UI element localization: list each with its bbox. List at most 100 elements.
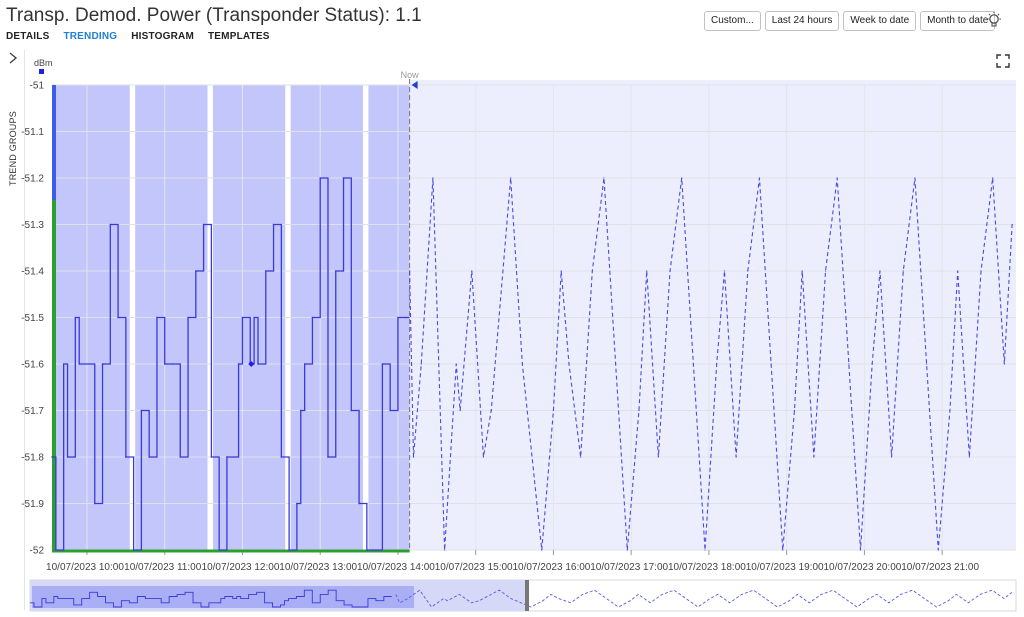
- forecast-point: [409, 270, 411, 272]
- actual-point: [210, 456, 213, 458]
- forecast-point: [871, 363, 873, 365]
- x-tick-label: 10/07/2023 20:00: [823, 562, 901, 573]
- x-tick-label: 10/07/2023 21:00: [901, 562, 979, 573]
- actual-point: [51, 456, 53, 458]
- actual-point: [299, 409, 302, 412]
- tab-templates[interactable]: TEMPLATES: [208, 31, 270, 42]
- week-to-date-button[interactable]: Week to date: [843, 11, 917, 31]
- actual-point: [389, 409, 391, 412]
- forecast-point: [902, 270, 904, 272]
- actual-series-line: [52, 177, 410, 551]
- forecast-series-line: [409, 177, 1013, 551]
- tab-trending[interactable]: TRENDING: [63, 31, 118, 42]
- forecast-point: [723, 270, 726, 272]
- forecast-point: [782, 549, 784, 551]
- forecast-point: [552, 409, 555, 412]
- actual-point: [241, 316, 244, 319]
- time-range-toolbar: Custom... Last 24 hours Week to date Mon…: [704, 11, 996, 31]
- actual-point: [397, 316, 399, 319]
- navigator-forecast-line: [395, 589, 1013, 608]
- forecast-point: [716, 363, 718, 365]
- fullscreen-icon[interactable]: [996, 54, 1010, 68]
- actual-point: [288, 549, 290, 551]
- x-tick-label: 10/07/2023 18:00: [668, 562, 746, 573]
- x-tick-label: 10/07/2023 17:00: [590, 562, 668, 573]
- forecast-point: [957, 270, 959, 272]
- status-bar-green: [52, 200, 56, 550]
- forecast-point: [510, 177, 512, 179]
- actual-point: [171, 363, 174, 365]
- actual-point: [350, 409, 353, 412]
- forecast-point: [626, 549, 628, 551]
- now-marker-arrow: [411, 81, 418, 89]
- forecast-point: [801, 270, 803, 272]
- forecast-point: [770, 363, 772, 365]
- x-tick-label: 10/07/2023 15:00: [435, 562, 513, 573]
- custom-range-button[interactable]: Custom...: [704, 11, 761, 31]
- actual-point: [303, 363, 306, 365]
- forecast-point: [949, 409, 951, 412]
- x-tick-label: 10/07/2023 16:00: [513, 562, 591, 573]
- y-tick-label: -51.8: [21, 453, 44, 464]
- chevron-right-icon[interactable]: [8, 52, 18, 64]
- actual-point: [218, 549, 220, 551]
- forecast-point: [432, 177, 434, 179]
- tab-bar: DETAILS TRENDING HISTOGRAM TEMPLATES: [6, 31, 270, 42]
- forecast-point: [848, 363, 850, 365]
- x-tick-label: 10/07/2023 11:00: [124, 562, 202, 573]
- forecast-point: [591, 270, 593, 272]
- forecast-point: [420, 363, 422, 365]
- forecast-point: [560, 270, 562, 272]
- forecast-point: [692, 363, 694, 365]
- actual-point: [311, 316, 314, 319]
- forecast-point: [879, 270, 881, 272]
- actual-point: [404, 316, 407, 319]
- forecast-point: [891, 456, 893, 458]
- actual-point: [226, 456, 228, 458]
- month-to-date-button[interactable]: Month to date: [920, 11, 996, 31]
- forecast-point: [925, 363, 928, 365]
- actual-point: [264, 270, 267, 272]
- forecast-point: [459, 409, 461, 412]
- forecast-point: [859, 549, 862, 551]
- forecast-point: [992, 177, 994, 179]
- forecast-point: [412, 456, 415, 458]
- forecast-point: [443, 549, 446, 551]
- actual-point: [237, 363, 240, 365]
- actual-point: [272, 223, 275, 226]
- actual-point: [280, 456, 283, 458]
- x-tick-label: 10/07/2023 12:00: [202, 562, 280, 573]
- forecast-point: [490, 409, 492, 412]
- actual-point: [202, 223, 205, 226]
- actual-point: [187, 316, 189, 319]
- y-tick-label: -51.9: [21, 499, 44, 510]
- selected-point-marker: [248, 361, 255, 367]
- tab-histogram[interactable]: HISTOGRAM: [131, 31, 194, 42]
- actual-point: [342, 177, 345, 179]
- x-tick-label: 10/07/2023 10:00: [46, 562, 124, 573]
- forecast-point: [455, 363, 457, 365]
- tab-details[interactable]: DETAILS: [6, 31, 50, 42]
- forecast-point: [657, 456, 659, 458]
- forecast-point: [521, 363, 523, 365]
- y-tick-label: -51.2: [21, 174, 44, 185]
- x-tick-label: 10/07/2023 19:00: [746, 562, 824, 573]
- actual-point: [93, 502, 96, 505]
- trend-groups-panel[interactable]: TREND GROUPS: [6, 50, 22, 186]
- y-tick-label: -51: [30, 81, 45, 92]
- actual-point: [66, 456, 69, 458]
- actual-point: [334, 270, 337, 272]
- forecast-point: [669, 270, 671, 272]
- actual-point: [296, 502, 298, 505]
- last-24-hours-button[interactable]: Last 24 hours: [764, 11, 840, 31]
- navigator-handle[interactable]: [525, 580, 529, 611]
- actual-point: [78, 363, 81, 365]
- actual-point: [253, 316, 255, 319]
- x-tick-label: 10/07/2023 13:00: [279, 562, 357, 573]
- forecast-point: [1003, 363, 1005, 365]
- forecast-point: [704, 549, 706, 551]
- y-tick-label: -51.7: [21, 406, 44, 417]
- forecast-point: [646, 270, 648, 272]
- bulb-icon[interactable]: [986, 11, 1002, 29]
